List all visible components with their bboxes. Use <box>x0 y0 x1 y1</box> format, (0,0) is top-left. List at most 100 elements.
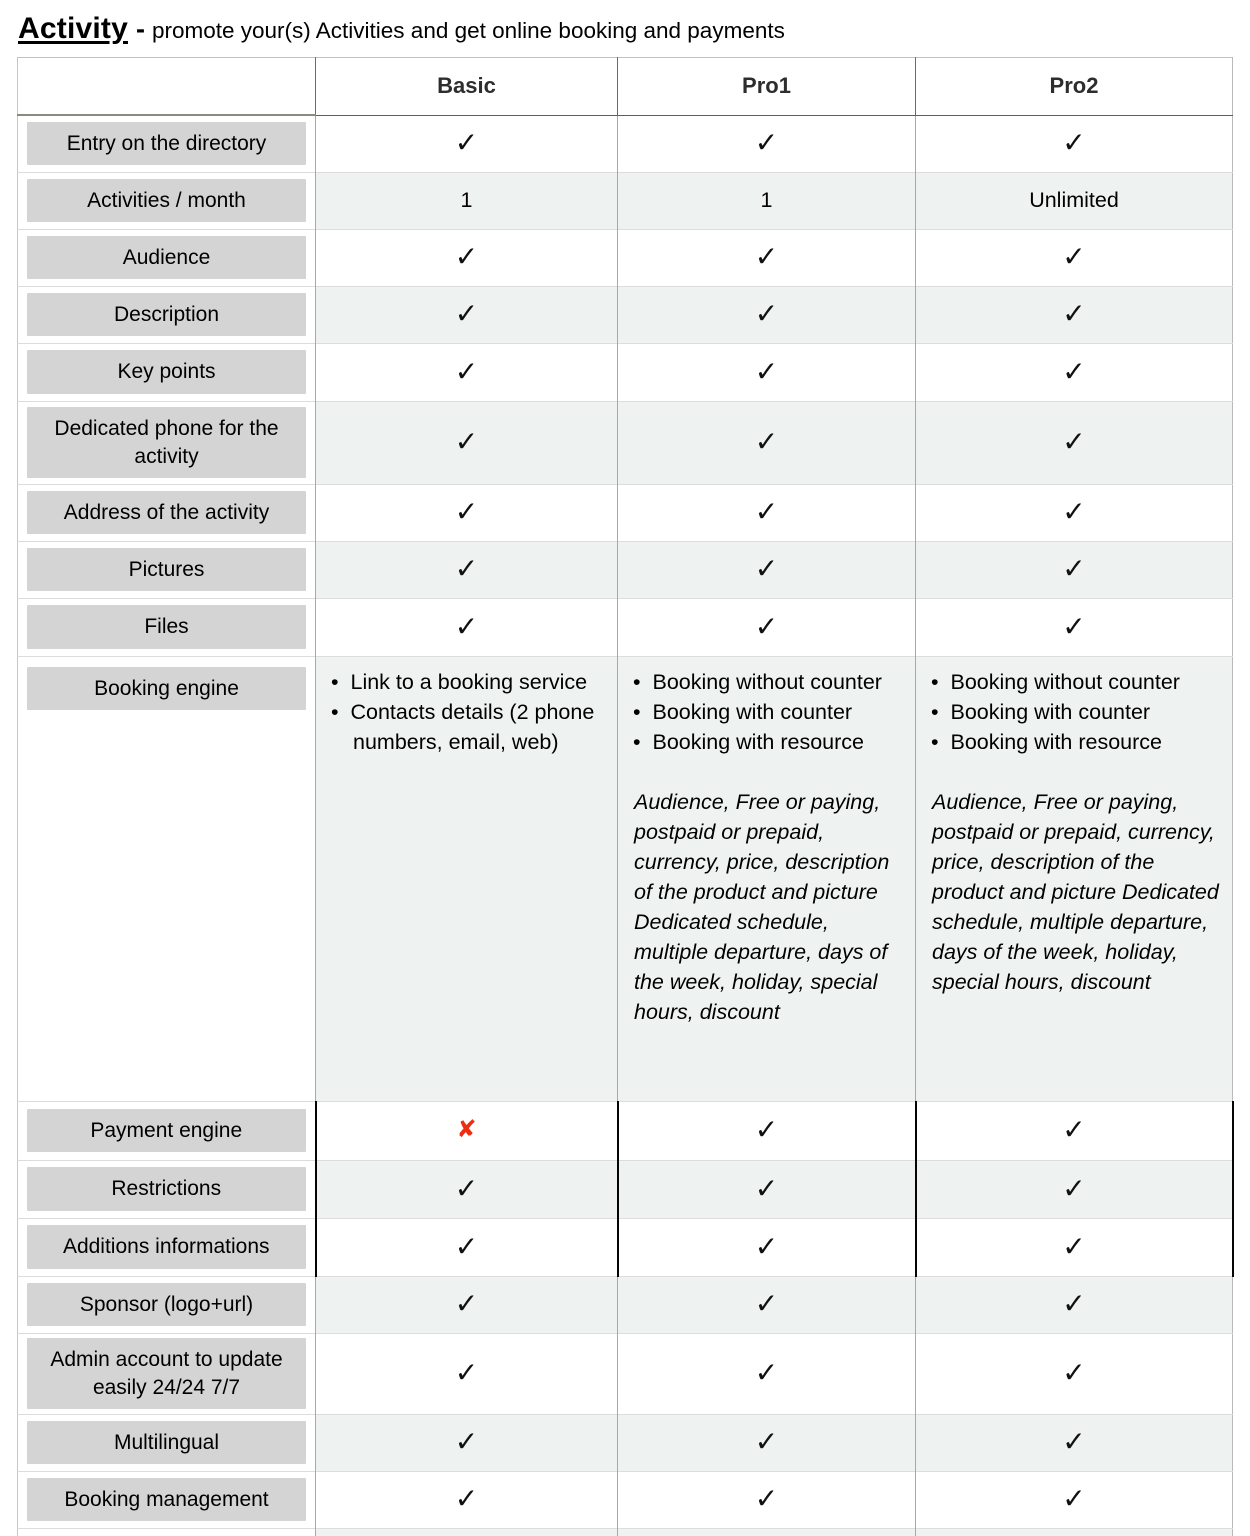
check-icon: ✓ <box>1062 1288 1086 1319</box>
check-icon: ✓ <box>1062 1172 1086 1204</box>
table-row: Key points ✓ ✓ ✓ <box>17 342 1233 401</box>
plan-cell: ✓ <box>617 540 916 598</box>
check-icon: ✓ <box>454 1483 479 1514</box>
check-icon: ✓ <box>454 1172 479 1204</box>
table-row: Admin account to update easily 24/24 7/7… <box>17 1332 1233 1414</box>
feature-label: Payment engine <box>27 1108 306 1153</box>
table-row: Pictures ✓ ✓ ✓ <box>17 540 1233 598</box>
plan-cell: ✓ <box>915 114 1233 172</box>
plan-cell: ✓ <box>915 400 1233 484</box>
plan-cell: ✓ <box>617 1470 916 1528</box>
feature-label: Sponsor (logo+url) <box>27 1282 306 1327</box>
plan-cell: Booking without counterBooking with coun… <box>617 655 916 1101</box>
plan-cell <box>617 1527 916 1536</box>
check-icon: ✓ <box>1062 241 1086 272</box>
table-row: Audience ✓ ✓ ✓ <box>17 228 1233 286</box>
check-icon: ✓ <box>754 496 779 527</box>
feature-label-cell: Dedicated phone for the activity <box>17 400 316 484</box>
plan-cell: ✓ <box>915 228 1233 286</box>
feature-note: Audience, Free or paying, postpaid or pr… <box>932 789 1219 995</box>
feature-label: Address of the activity <box>27 490 306 535</box>
feature-bullet: Booking with counter <box>633 697 903 727</box>
plan-cell: ✓ <box>315 483 618 541</box>
feature-label-cell: Payment engine <box>17 1100 316 1160</box>
table-row: Activities / month 1 1 Unlimited <box>17 171 1233 229</box>
plan-cell: ✓ <box>315 1332 618 1414</box>
column-header-pro1: Pro1 <box>617 57 916 116</box>
plan-cell: ✓ <box>915 483 1233 541</box>
plan-cell: ✓ <box>617 597 916 656</box>
feature-label-cell: Description <box>17 285 316 343</box>
cell-value: Unlimited <box>1029 188 1119 212</box>
check-icon: ✓ <box>754 241 779 272</box>
feature-bullet-list: Booking without counterBooking with coun… <box>633 667 903 757</box>
plan-cell: ✓ <box>617 228 916 286</box>
plan-cell: ✓ <box>314 1217 618 1276</box>
feature-label-cell: Additions informations <box>17 1217 316 1276</box>
title-word: Activity <box>18 12 128 45</box>
check-icon: ✓ <box>754 610 779 642</box>
plan-cell: ✓ <box>314 1159 618 1218</box>
feature-label: Admin account to update easily 24/24 7/7 <box>27 1338 306 1409</box>
plan-cell: ✓ <box>315 400 618 484</box>
plan-cell: ✓ <box>617 114 916 172</box>
plan-cell: ✓ <box>315 540 618 598</box>
check-icon: ✓ <box>454 127 479 158</box>
feature-label-cell: Address of the activity <box>17 483 316 541</box>
feature-bullet: Booking with resource <box>931 727 1220 757</box>
feature-label: Activities / month <box>27 178 306 223</box>
column-header-basic: Basic <box>315 57 618 116</box>
feature-label-cell: Multilingual <box>17 1413 316 1471</box>
table-row: Description ✓ ✓ ✓ <box>17 285 1233 343</box>
check-icon: ✓ <box>1062 127 1086 158</box>
check-icon: ✓ <box>454 355 479 387</box>
plan-cell: ✓ <box>915 1470 1233 1528</box>
check-icon: ✓ <box>754 1357 779 1388</box>
check-icon: ✓ <box>454 610 479 642</box>
check-icon: ✓ <box>754 553 779 584</box>
plan-cell: Link to a booking serviceContacts detail… <box>315 655 618 1101</box>
table-row: Booking management ✓ ✓ ✓ <box>17 1470 1233 1528</box>
check-icon: ✓ <box>454 1230 479 1262</box>
check-icon: ✓ <box>454 1288 479 1319</box>
page-title: Activity - promote your(s) Activities and … <box>18 12 1232 46</box>
plan-cell: ✓ <box>617 1275 916 1333</box>
feature-label: Multilingual <box>27 1420 306 1465</box>
check-icon: ✓ <box>454 553 479 584</box>
plan-cell: ✓ <box>315 1275 618 1333</box>
plan-cell: ✓ <box>915 285 1233 343</box>
check-icon: ✓ <box>754 1172 779 1204</box>
check-icon: ✓ <box>754 1426 779 1457</box>
plan-cell: ✓ <box>315 114 618 172</box>
plan-cell: ✓ <box>315 1413 618 1471</box>
check-icon: ✓ <box>1062 355 1086 387</box>
corner-header-cell <box>17 57 316 116</box>
check-icon: ✓ <box>454 241 479 272</box>
feature-label: Pictures <box>27 547 306 592</box>
table-body: Entry on the directory ✓ ✓ ✓ Activities / mo… <box>17 114 1234 1536</box>
check-icon: ✓ <box>1062 1230 1086 1262</box>
plan-cell: ✓ <box>617 285 916 343</box>
check-icon: ✓ <box>1062 1483 1086 1514</box>
feature-label: Entry on the directory <box>27 122 306 166</box>
table-row: Dedicated phone for the activity ✓ ✓ ✓ <box>17 400 1233 484</box>
table-row <box>17 1527 1233 1536</box>
feature-label-cell: Activities / month <box>17 171 316 229</box>
pricing-table: Basic Pro1 Pro2 Entry on the directory ✓ ✓… <box>17 57 1234 1536</box>
check-icon: ✓ <box>454 1357 479 1388</box>
check-icon: ✓ <box>1062 1426 1086 1457</box>
plan-cell: ✓ <box>617 1413 916 1471</box>
feature-label: Booking management <box>27 1477 306 1522</box>
check-icon: ✓ <box>754 127 779 158</box>
plan-cell: ✓ <box>915 1332 1233 1414</box>
check-icon: ✓ <box>754 298 779 329</box>
feature-label-cell: Booking engine <box>17 655 316 1101</box>
cell-value: 1 <box>460 188 473 212</box>
feature-label: Dedicated phone for the activity <box>27 407 306 478</box>
table-row: Restrictions ✓ ✓ ✓ <box>17 1159 1234 1218</box>
plan-cell: ✘ <box>314 1100 618 1160</box>
table-row: Files ✓ ✓ ✓ <box>17 597 1233 656</box>
check-icon: ✓ <box>1062 553 1086 584</box>
check-icon: ✓ <box>454 426 479 457</box>
